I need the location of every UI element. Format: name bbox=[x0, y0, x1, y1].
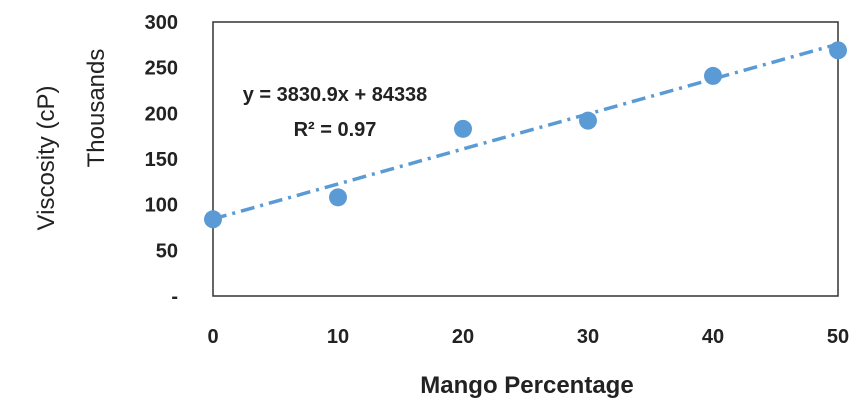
y-axis-ticks: - 50 100 150 200 250 300 bbox=[145, 12, 178, 308]
x-tick-label: 0 bbox=[207, 326, 218, 348]
y-axis-title: Viscosity (cP) bbox=[33, 86, 60, 231]
x-tick-label: 30 bbox=[577, 326, 599, 348]
trendline-equation: y = 3830.9x + 84338 bbox=[243, 84, 428, 106]
y-tick-label: 150 bbox=[145, 149, 178, 171]
data-points bbox=[204, 41, 847, 229]
x-axis-ticks: 0 10 20 30 40 50 bbox=[207, 326, 849, 348]
y-tick-label: 100 bbox=[145, 195, 178, 217]
data-point bbox=[329, 188, 347, 207]
x-axis-title: Mango Percentage bbox=[420, 372, 633, 399]
linear-trendline bbox=[212, 42, 839, 221]
data-point bbox=[454, 119, 472, 138]
data-point bbox=[204, 210, 222, 229]
y-tick-label: 50 bbox=[156, 240, 178, 262]
x-tick-label: 40 bbox=[702, 326, 724, 348]
data-point bbox=[704, 66, 722, 85]
y-tick-label: - bbox=[171, 286, 178, 308]
x-tick-label: 50 bbox=[827, 326, 849, 348]
y-tick-label: 250 bbox=[145, 58, 178, 80]
y-tick-label: 300 bbox=[145, 12, 178, 34]
x-tick-label: 10 bbox=[327, 326, 349, 348]
y-tick-label: 200 bbox=[145, 103, 178, 125]
data-point bbox=[829, 41, 847, 60]
x-tick-label: 20 bbox=[452, 326, 474, 348]
plot-area-frame bbox=[212, 21, 839, 297]
y-axis-units-label: Thousands bbox=[83, 49, 110, 168]
data-point bbox=[579, 111, 597, 130]
r-squared-label: R² = 0.97 bbox=[294, 119, 377, 141]
